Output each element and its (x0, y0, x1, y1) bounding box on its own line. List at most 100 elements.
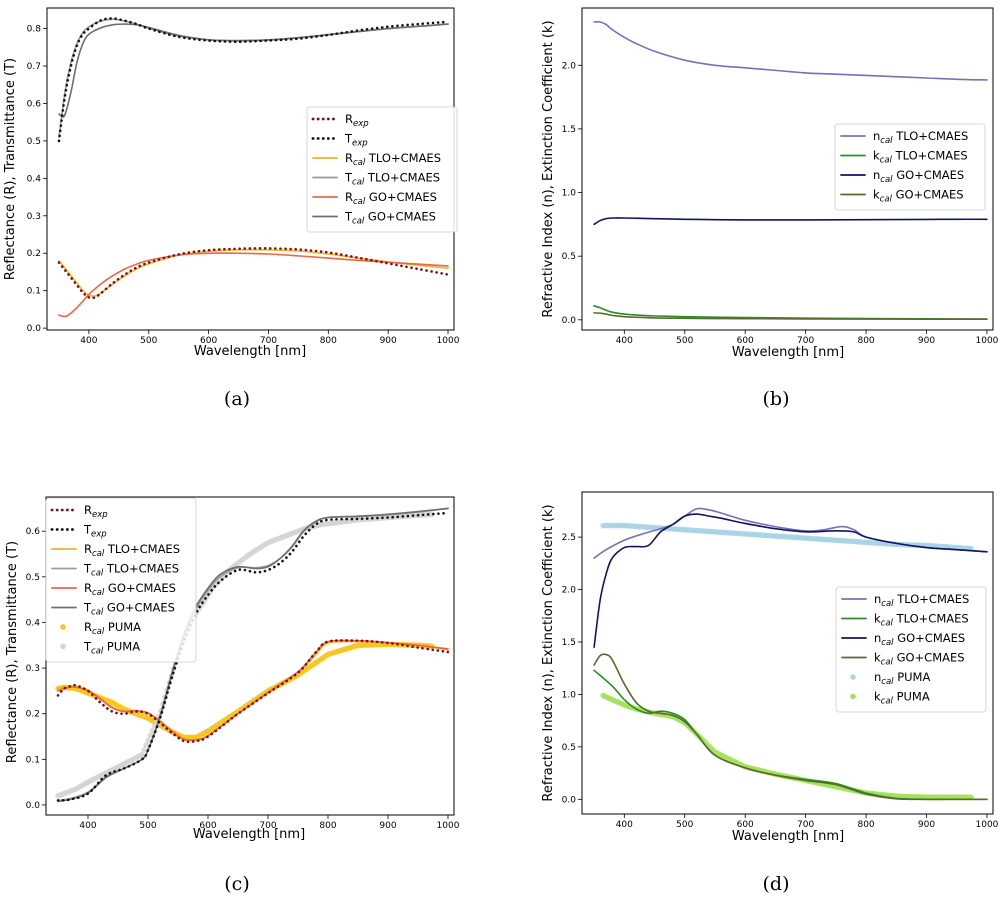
x-tick-label: 500 (676, 336, 693, 346)
series-r-cal-go-cmaes-c (57, 639, 449, 742)
y-tick-label: 0.2 (27, 249, 41, 259)
legend-item: Tcal TLO+CMAES (51, 562, 179, 579)
legend-marker (60, 624, 66, 630)
y-tick-label: 0.5 (562, 743, 576, 753)
x-tick-label: 700 (797, 820, 814, 830)
plot-frame-b (581, 7, 994, 331)
legend-label: Tcal GO+CMAES (344, 210, 436, 227)
panel-b: 400 500 600 700 800 900 1000 0.0 0.5 1.0 1.5 2.0 W… (541, 7, 999, 410)
legend-label: Rexp (345, 112, 369, 129)
legend-item: Rcal GO+CMAES (312, 190, 437, 207)
legend-box (45, 497, 197, 663)
y-axis-label-a: Reflectance (R), Transmittance (T) (3, 58, 18, 280)
legend-box (835, 586, 987, 713)
legend-item: Rcal PUMA (60, 620, 141, 637)
x-tick-label: 900 (380, 336, 397, 346)
series-n-cal-tlo-cmaes-b (593, 21, 988, 81)
y-tick-label: 0.2 (26, 710, 40, 720)
y-tick-label: 0.6 (26, 527, 41, 537)
legend-item: Rcal GO+CMAES (51, 581, 176, 598)
x-tick-label: 600 (737, 336, 754, 346)
legend-box (306, 106, 458, 233)
legend-label: Texp (83, 523, 107, 540)
legend-label: Rcal PUMA (84, 620, 141, 637)
x-tick-label: 800 (857, 336, 874, 346)
plot-frame-d (581, 491, 994, 815)
series-r-cal-go-cmaes-a (58, 252, 449, 318)
y-tick-label: 0.3 (27, 212, 41, 222)
series-t-exp-c (56, 511, 450, 802)
x-tick-label: 1000 (976, 820, 999, 830)
y-tick-label: 1.5 (562, 125, 576, 135)
legend-label: ncal PUMA (874, 670, 930, 687)
legend-marker (850, 693, 856, 700)
y-tick-label: 1.0 (562, 189, 577, 199)
x-tick-label: 500 (140, 336, 157, 346)
y-tick-label: 0.5 (26, 573, 40, 583)
legend-label: kcal TLO+CMAES (873, 149, 968, 166)
legend-item: Texp (311, 132, 368, 149)
legend-item: kcal GO+CMAES (841, 651, 965, 668)
legend-label: Tcal TLO+CMAES (344, 171, 440, 188)
x-tick-label: 900 (918, 336, 935, 346)
series-r-cal-tlo-cmaes-a (58, 248, 449, 297)
y-tick-label: 0.7 (27, 62, 41, 72)
legend-item: kcal TLO+CMAES (841, 612, 969, 629)
marker-point (139, 751, 145, 758)
x-tick-label: 800 (319, 821, 336, 831)
series-t-exp-a (57, 17, 450, 143)
legend-item: Rcal TLO+CMAES (312, 151, 441, 168)
x-tick-label: 900 (918, 820, 935, 830)
legend-item: Tcal GO+CMAES (312, 210, 436, 227)
caption-b: (b) (763, 388, 790, 410)
x-tick-label: 800 (857, 820, 874, 830)
legend-label: ncal GO+CMAES (874, 631, 965, 648)
x-tick-label: 600 (737, 820, 754, 830)
x-axis-label-d: Wavelength [nm] (732, 829, 844, 844)
x-tick-label: 700 (260, 336, 277, 346)
series-k-cal-go-cmaes-b (593, 312, 988, 320)
x-tick-label: 700 (259, 821, 276, 831)
x-tick-label: 600 (199, 821, 216, 831)
y-axis-label-b: Refractive Index (n), Extinction Coeffic… (541, 20, 556, 317)
y-tick-label: 0.0 (562, 316, 577, 326)
legend-item: Rexp (50, 503, 108, 520)
y-tick-label: 1.0 (562, 690, 577, 700)
x-tick-label: 500 (676, 820, 693, 830)
legend-item: ncal TLO+CMAES (840, 129, 968, 146)
legend-label: kcal GO+CMAES (874, 651, 965, 668)
series-n-cal-go-cmaes-b (593, 217, 988, 226)
x-tick-label: 1000 (437, 821, 460, 831)
y-axis-label-c: Reflectance (R), Transmittance (T) (5, 541, 20, 763)
y-tick-label: 0.0 (26, 801, 41, 811)
legend-label: ncal TLO+CMAES (874, 592, 969, 609)
y-tick-label: 1.5 (562, 638, 576, 648)
marker-point (141, 747, 147, 753)
series-n-cal-go-cmaes-d (593, 513, 988, 649)
y-tick-label: 0.3 (26, 664, 40, 674)
legend-label: Rcal GO+CMAES (345, 190, 437, 207)
y-tick-label: 0.5 (562, 252, 576, 262)
legend-item: ncal GO+CMAES (841, 631, 965, 648)
x-axis-label-c: Wavelength [nm] (193, 827, 305, 842)
legend-item: Rcal TLO+CMAES (51, 542, 180, 559)
legend-label: Tcal TLO+CMAES (83, 562, 179, 579)
x-tick-label: 400 (80, 336, 97, 346)
x-tick-label: 700 (797, 336, 814, 346)
legend-item: ncal GO+CMAES (840, 168, 964, 185)
caption-d: (d) (763, 873, 790, 895)
legend-label: kcal TLO+CMAES (874, 612, 969, 629)
marker-point (147, 732, 154, 739)
x-axis-label-a: Wavelength [nm] (194, 344, 306, 359)
y-tick-label: 2.0 (562, 61, 577, 71)
legend-item: kcal PUMA (850, 690, 930, 707)
legend-box (834, 123, 986, 211)
legend-label: Rcal GO+CMAES (84, 581, 176, 598)
legend-item: Texp (50, 523, 107, 540)
x-tick-label: 500 (139, 821, 156, 831)
legend-label: Rcal TLO+CMAES (345, 151, 441, 168)
y-tick-label: 2.5 (562, 533, 576, 543)
legend-item: kcal GO+CMAES (840, 188, 964, 205)
panel-a: 400 500 600 700 800 900 1000 0.0 0.1 0.2 0.3 0.4 0.… (3, 7, 460, 410)
